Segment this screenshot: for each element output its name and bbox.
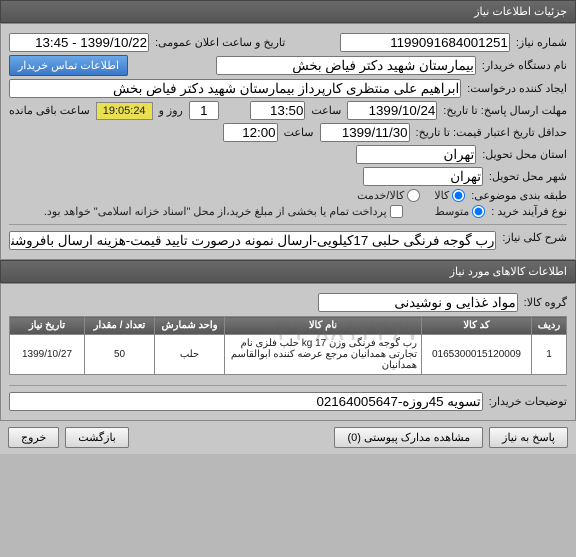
process-type-label: نوع فرآیند خرید :	[491, 205, 567, 218]
price-valid-label: حداقل تاریخ اعتبار قیمت: تا تاریخ:	[416, 126, 567, 139]
th-qty: تعداد / مقدار	[85, 317, 155, 335]
deadline-send-label: مهلت ارسال پاسخ: تا تاریخ:	[443, 104, 567, 117]
process-type-radios: متوسط	[435, 205, 486, 218]
td-unit: حلب	[155, 335, 225, 375]
row-buyer-notes: توضیحات خریدار:	[9, 385, 567, 411]
th-unit: واحد شمارش	[155, 317, 225, 335]
subject-type-radios: کالا کالا/خدمت	[357, 189, 465, 202]
td-name: رب گوجه فرنگی وزن kg 17 حلب فلزی نام تجا…	[225, 335, 422, 375]
day-label: روز و	[159, 104, 183, 117]
hour-label-2: ساعت	[284, 126, 314, 139]
deadline-send-time-input[interactable]	[250, 101, 305, 120]
row-price-valid: حداقل تاریخ اعتبار قیمت: تا تاریخ: ساعت	[9, 123, 567, 142]
reply-button[interactable]: پاسخ به نیاز	[489, 427, 568, 448]
th-name: نام کالا	[225, 317, 422, 335]
row-creator: ایجاد کننده درخواست:	[9, 79, 567, 98]
group-input[interactable]	[318, 293, 518, 312]
td-code: 0165300015120009	[422, 335, 532, 375]
th-row: ردیف	[532, 317, 567, 335]
need-number-label: شماره نیاز:	[516, 36, 567, 49]
buyer-notes-input[interactable]	[9, 392, 483, 411]
radio-medium[interactable]	[472, 205, 485, 218]
row-description: شرح کلی نیاز:	[9, 224, 567, 250]
creator-label: ایجاد کننده درخواست:	[467, 82, 567, 95]
page-title: جزئیات اطلاعات نیاز	[474, 6, 567, 18]
radio-goods-label: کالا	[434, 189, 449, 202]
attachments-button[interactable]: مشاهده مدارک پیوستی (0)	[334, 427, 483, 448]
check-partial-item[interactable]: پرداخت تمام یا بخشی از مبلغ خرید،از محل …	[44, 205, 403, 218]
items-panel: ۰۲۱-۸۸۱۲۴۶۷۰ گروه کالا: ردیف کد کالا نام…	[0, 283, 576, 421]
delivery-city-label: شهر محل تحویل:	[489, 170, 567, 183]
deadline-send-date-input[interactable]	[347, 101, 437, 120]
buyer-input[interactable]	[216, 56, 476, 75]
row-delivery-city: شهر محل تحویل:	[9, 167, 567, 186]
th-code: کد کالا	[422, 317, 532, 335]
days-remain-input	[189, 101, 219, 120]
buyer-notes-label: توضیحات خریدار:	[489, 395, 567, 408]
row-group: گروه کالا:	[9, 293, 567, 312]
row-deadline-send: مهلت ارسال پاسخ: تا تاریخ: ساعت روز و 19…	[9, 101, 567, 120]
need-number-input[interactable]	[340, 33, 510, 52]
remain-label: ساعت باقی مانده	[9, 104, 90, 117]
public-date-label: تاریخ و ساعت اعلان عمومی:	[155, 36, 285, 49]
th-date: تاریخ نیاز	[10, 317, 85, 335]
group-label: گروه کالا:	[524, 296, 567, 309]
delivery-city-input[interactable]	[363, 167, 483, 186]
radio-medium-item[interactable]: متوسط	[435, 205, 486, 218]
radio-service-item[interactable]: کالا/خدمت	[357, 189, 420, 202]
items-section-header: اطلاعات کالاهای مورد نیاز	[0, 260, 576, 283]
public-date-input[interactable]	[9, 33, 149, 52]
table-row[interactable]: 1 0165300015120009 رب گوجه فرنگی وزن kg …	[10, 335, 567, 375]
delivery-province-input[interactable]	[356, 145, 476, 164]
row-process-type: نوع فرآیند خرید : متوسط پرداخت تمام یا ب…	[9, 205, 567, 218]
td-qty: 50	[85, 335, 155, 375]
row-delivery-province: استان محل تحویل:	[9, 145, 567, 164]
desc-input[interactable]	[9, 231, 496, 250]
radio-goods-item[interactable]: کالا	[434, 189, 465, 202]
td-date: 1399/10/27	[10, 335, 85, 375]
items-section-title: اطلاعات کالاهای مورد نیاز	[450, 266, 567, 278]
back-button[interactable]: بازگشت	[65, 427, 129, 448]
delivery-province-label: استان محل تحویل:	[482, 148, 567, 161]
items-table: ردیف کد کالا نام کالا واحد شمارش تعداد /…	[9, 316, 567, 375]
subject-type-label: طبقه بندی موضوعی:	[471, 189, 567, 202]
radio-service-label: کالا/خدمت	[357, 189, 404, 202]
row-need-number: شماره نیاز: تاریخ و ساعت اعلان عمومی:	[9, 33, 567, 52]
form-panel: شماره نیاز: تاریخ و ساعت اعلان عمومی: نا…	[0, 23, 576, 260]
check-partial[interactable]	[390, 205, 403, 218]
hour-label-1: ساعت	[311, 104, 341, 117]
desc-label: شرح کلی نیاز:	[502, 231, 567, 244]
page-title-bar: جزئیات اطلاعات نیاز	[0, 0, 576, 23]
radio-service[interactable]	[407, 189, 420, 202]
radio-goods[interactable]	[452, 189, 465, 202]
price-valid-date-input[interactable]	[320, 123, 410, 142]
radio-medium-label: متوسط	[435, 205, 470, 218]
price-valid-time-input[interactable]	[223, 123, 278, 142]
time-remain-badge: 19:05:24	[96, 102, 153, 120]
contact-buyer-button[interactable]: اطلاعات تماس خریدار	[9, 55, 128, 76]
exit-button[interactable]: خروج	[8, 427, 59, 448]
table-header-row: ردیف کد کالا نام کالا واحد شمارش تعداد /…	[10, 317, 567, 335]
td-row: 1	[532, 335, 567, 375]
check-partial-label: پرداخت تمام یا بخشی از مبلغ خرید،از محل …	[44, 205, 387, 218]
row-buyer: نام دستگاه خریدار: اطلاعات تماس خریدار	[9, 55, 567, 76]
footer-buttons: پاسخ به نیاز مشاهده مدارک پیوستی (0) باز…	[0, 421, 576, 454]
buyer-label: نام دستگاه خریدار:	[482, 59, 567, 72]
creator-input[interactable]	[9, 79, 461, 98]
row-subject-type: طبقه بندی موضوعی: کالا کالا/خدمت	[9, 189, 567, 202]
